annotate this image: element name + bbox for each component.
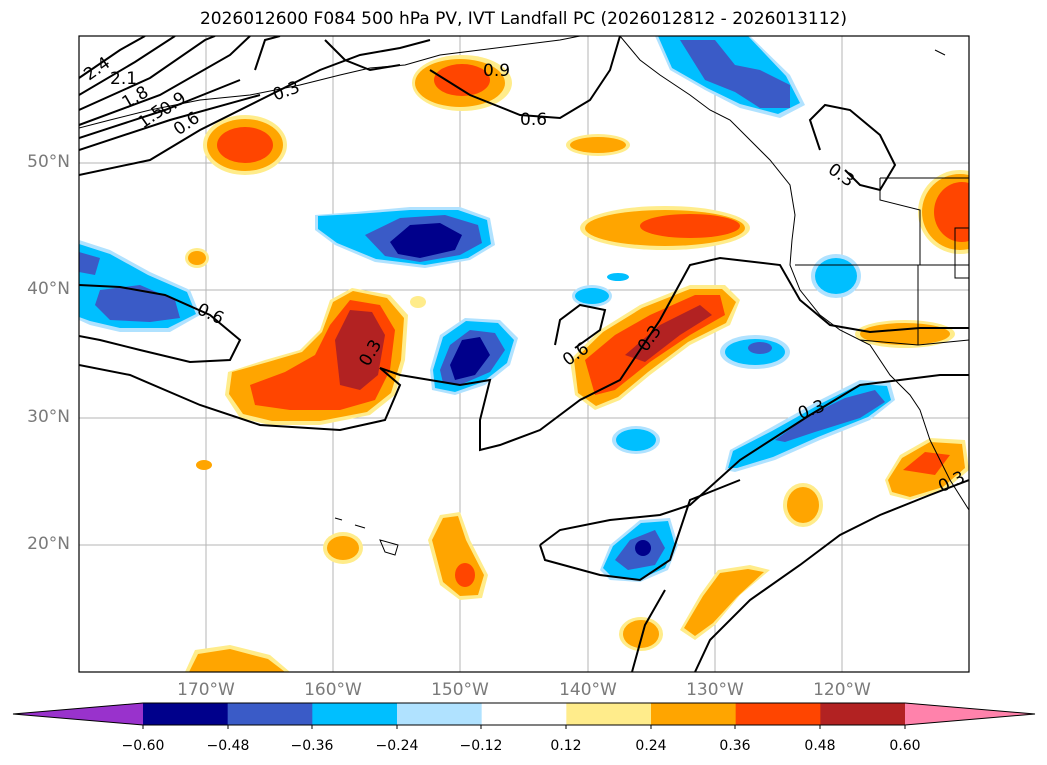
colorbar-ticks <box>142 725 906 729</box>
colorbar-tick-label: 0.36 <box>719 738 751 754</box>
colorbar-tick-label: 0.12 <box>550 738 582 754</box>
colorbar-extend-high <box>905 703 1035 725</box>
colorbar-segment <box>651 703 737 725</box>
x-tick-label: 140°W <box>559 680 617 700</box>
colorbar-tick-label: 0.60 <box>889 738 921 754</box>
colorbar-extend-low <box>13 703 143 725</box>
colorbar-segment <box>143 703 229 725</box>
colorbar-tick-label: −0.48 <box>206 738 250 754</box>
coastlines <box>79 36 969 556</box>
x-tick-label: 120°W <box>813 680 871 700</box>
colorbar-segment <box>481 703 567 725</box>
y-tick-label: 30°N <box>27 407 70 427</box>
colorbar-segment <box>566 703 652 725</box>
colorbar <box>12 702 1036 729</box>
contour-label: 2.1 <box>110 69 137 89</box>
x-tick-label: 130°W <box>686 680 744 700</box>
colorbar-tick-label: −0.60 <box>121 738 165 754</box>
x-tick-label: 170°W <box>177 680 235 700</box>
x-tick-label: 150°W <box>431 680 489 700</box>
negative-anomaly-fill <box>79 36 895 582</box>
y-tick-label: 40°N <box>27 279 70 299</box>
y-tick-label: 50°N <box>27 152 70 172</box>
colorbar-tick-label: 0.24 <box>635 738 667 754</box>
figure-title: 2026012600 F084 500 hPa PV, IVT Landfall… <box>199 9 847 29</box>
colorbar-segment <box>227 703 313 725</box>
contour-label: 0.9 <box>483 61 510 81</box>
map-frame <box>78 35 970 673</box>
map-plot: 2.4 2.1 1.8 1.5 0.9 0.6 0.3 0.9 0.6 0.6 … <box>78 35 970 673</box>
colorbar-segment <box>820 703 906 725</box>
pv-contours <box>79 36 969 672</box>
contour-label: 0.6 <box>520 110 547 130</box>
y-tick-label: 20°N <box>27 534 70 554</box>
colorbar-segment <box>312 703 398 725</box>
colorbar-tick-label: 0.48 <box>804 738 836 754</box>
x-tick-label: 160°W <box>304 680 362 700</box>
positive-anomaly-fill <box>185 55 969 672</box>
colorbar-tick-label: −0.36 <box>290 738 334 754</box>
colorbar-tick-label: −0.24 <box>375 738 419 754</box>
colorbar-segment <box>397 703 483 725</box>
colorbar-tick-label: −0.12 <box>459 738 503 754</box>
colorbar-segment <box>735 703 821 725</box>
